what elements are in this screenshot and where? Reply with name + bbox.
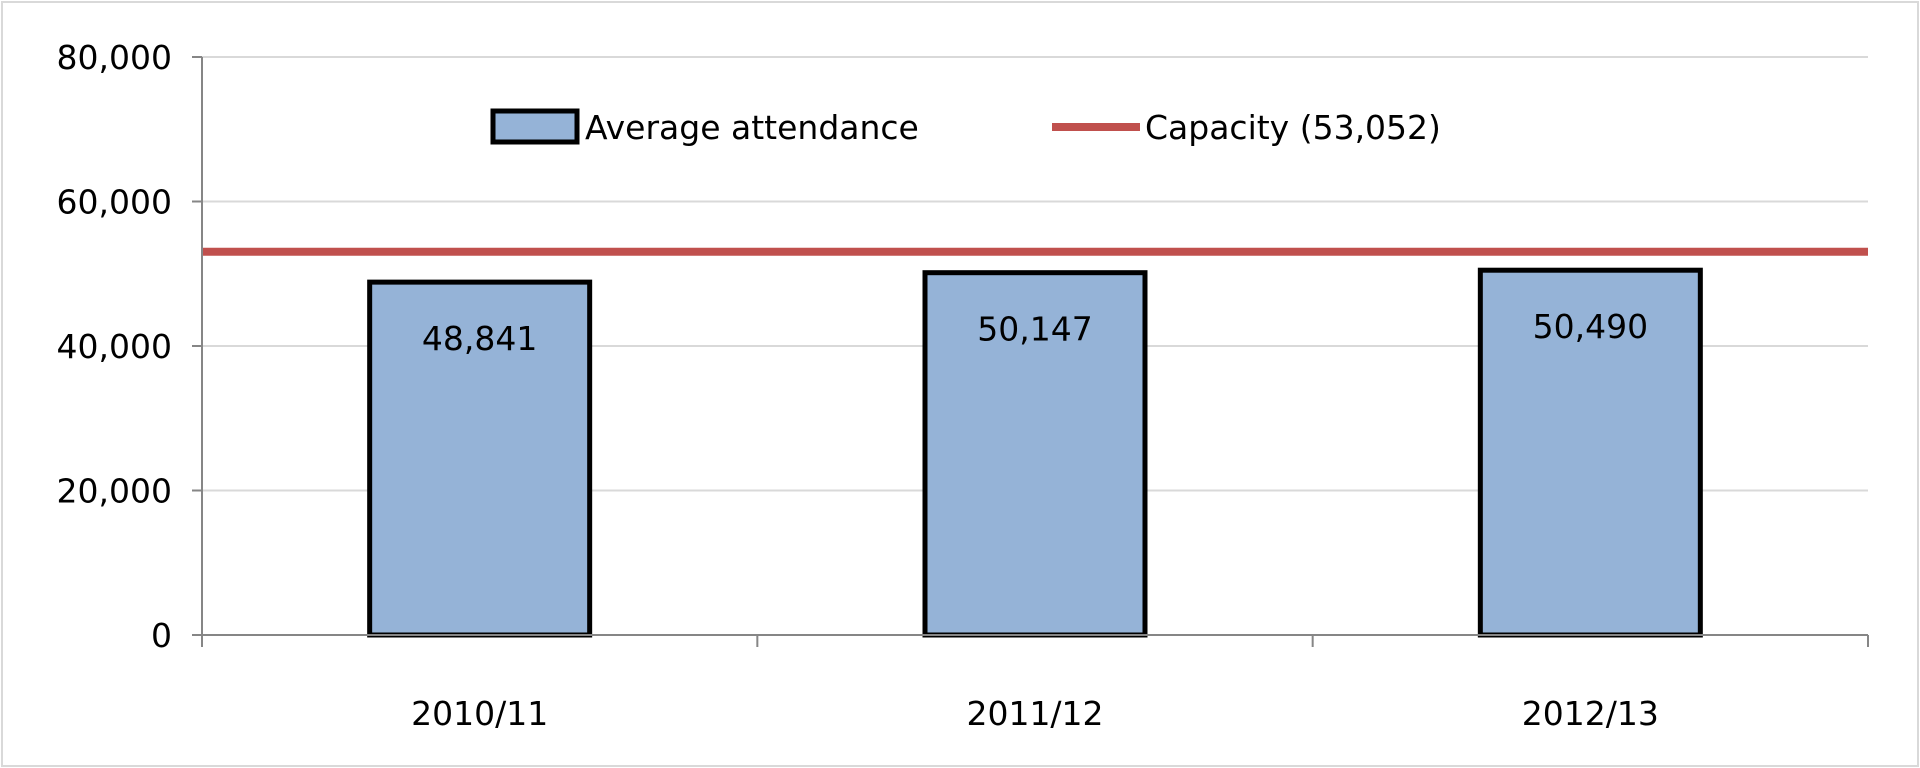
y-tick-label: 80,000 [57, 38, 172, 77]
data-label: 50,490 [1533, 307, 1648, 346]
y-tick-label: 0 [151, 616, 172, 655]
data-labels: 48,841 50,147 50,490 [422, 307, 1648, 358]
y-tick-label: 40,000 [57, 327, 172, 366]
x-tick-label: 2012/13 [1522, 694, 1659, 733]
y-tick-label: 60,000 [57, 183, 172, 222]
legend-label-capacity: Capacity (53,052) [1145, 108, 1441, 147]
y-tick-label: 20,000 [57, 472, 172, 511]
bar [1477, 267, 1703, 638]
data-label: 50,147 [977, 310, 1092, 349]
bar [922, 270, 1148, 638]
legend-label-attendance: Average attendance [585, 108, 919, 147]
legend-swatch-attendance [490, 108, 580, 145]
x-tick-label: 2011/12 [966, 694, 1103, 733]
axes: 0 20,000 40,000 60,000 80,000 2010/11 2011/12 2… [57, 38, 1869, 733]
legend: Average attendance Capacity (53,052) [490, 108, 1441, 147]
x-tick-label: 2010/11 [411, 694, 548, 733]
data-label: 48,841 [422, 319, 537, 358]
